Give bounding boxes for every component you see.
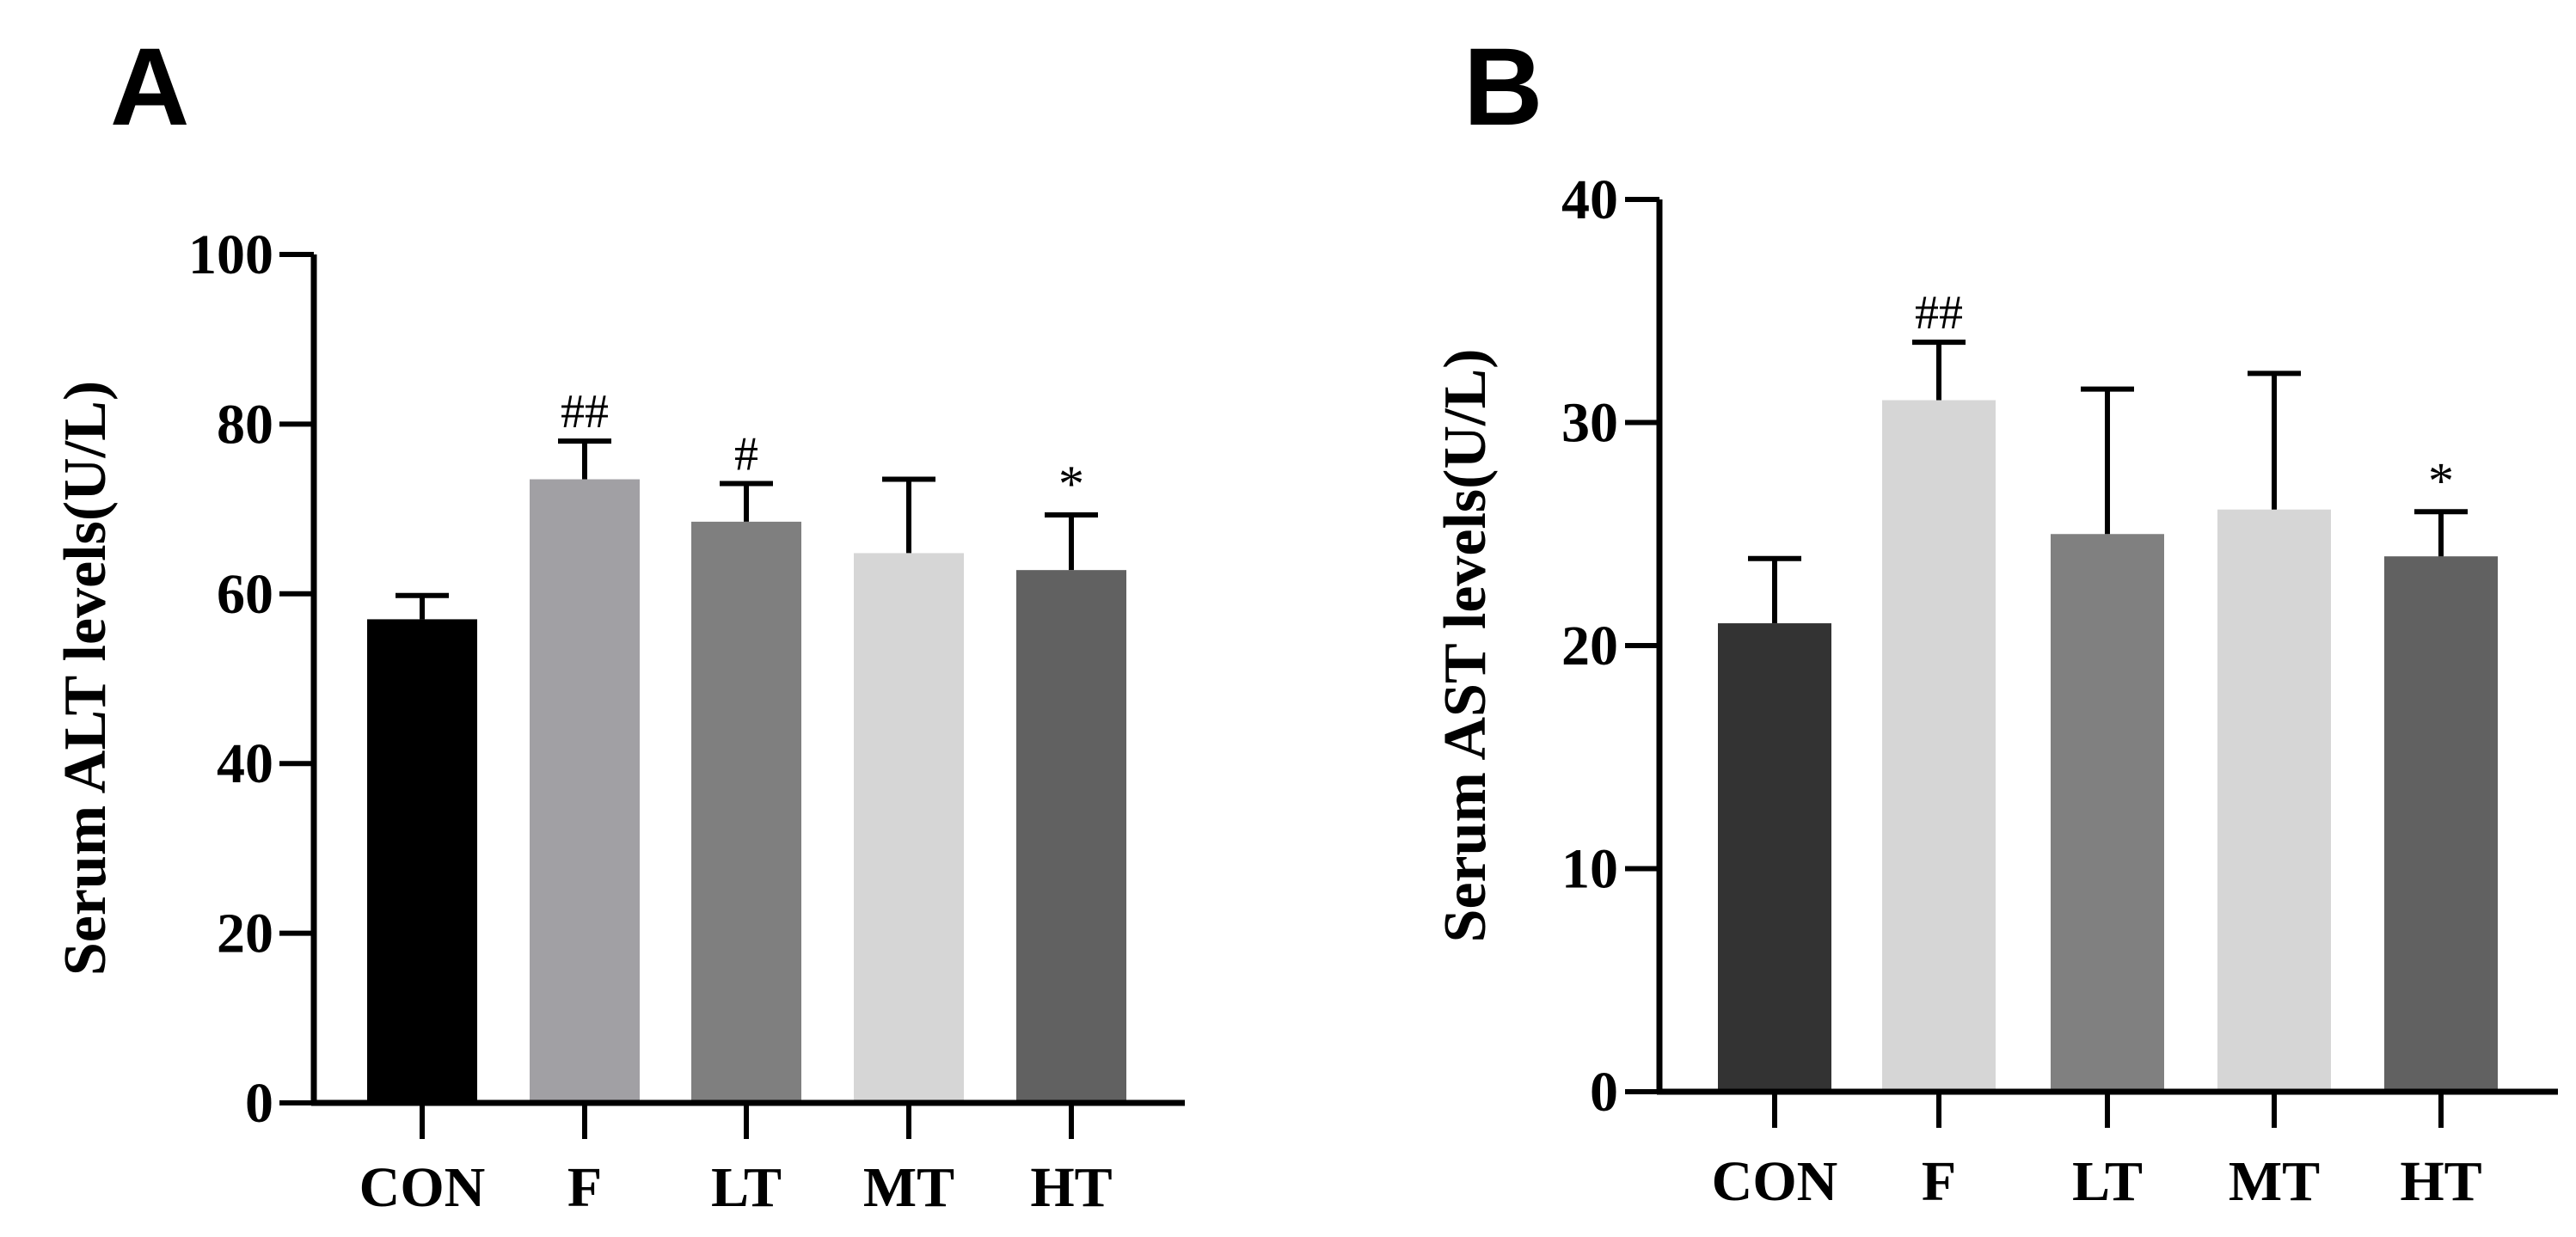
y-tick-label: 60 [217,563,273,626]
x-tick-label-lt: LT [2072,1150,2143,1213]
y-tick-label: 10 [1561,838,1618,901]
y-tick-label: 40 [1561,168,1618,231]
significance-label: ## [1915,286,1963,340]
x-tick-label-ht: HT [1030,1156,1112,1219]
x-tick-label-mt: MT [863,1156,954,1219]
bar-f [530,479,640,1103]
y-tick-label: 40 [217,732,273,795]
bar-con [367,619,477,1103]
panel-letter-b: B [1463,26,1543,149]
y-tick-label: 20 [217,903,273,965]
x-tick-label-ht: HT [2400,1150,2481,1213]
x-tick-label-f: F [567,1156,602,1219]
x-tick-label-con: CON [1712,1150,1838,1213]
chart-b: ## * 0 10 20 30 40 CON F LT MT HT Serum AST levels(U… [1432,168,2558,1213]
x-tick-label-mt: MT [2229,1150,2320,1213]
x-tick-label-con: CON [359,1156,486,1219]
bar-ht [2384,556,2498,1092]
y-tick-label: 0 [245,1072,273,1135]
y-tick-label: 0 [1590,1061,1618,1124]
significance-label: * [1058,456,1084,512]
bar-ht [1016,570,1126,1103]
x-tick-label-lt: LT [711,1156,782,1219]
y-tick-label: 20 [1561,615,1618,677]
y-tick-label: 100 [188,224,273,286]
bar-con [1718,623,1831,1092]
bar-lt [691,521,801,1103]
y-tick-label: 80 [217,393,273,456]
significance-label: * [2428,452,2454,509]
x-tick-label-f: F [1922,1150,1956,1213]
panel-letter-a: A [110,26,190,149]
y-axis-label: Serum ALT levels(U/L) [52,381,119,976]
significance-label: # [734,427,758,481]
y-axis-label: Serum AST levels(U/L) [1432,349,1499,943]
bar-f [1882,400,1996,1092]
significance-label: ## [561,385,609,438]
bar-mt [2217,509,2331,1092]
bar-mt [854,553,964,1103]
bar-lt [2051,534,2164,1092]
y-tick-label: 30 [1561,392,1618,455]
